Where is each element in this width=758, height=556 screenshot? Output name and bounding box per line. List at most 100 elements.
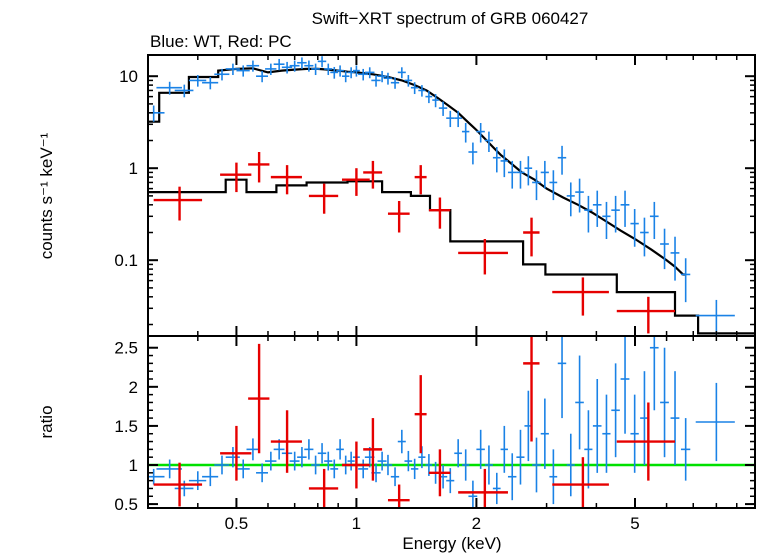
top-wt-point <box>425 91 433 104</box>
bottom-pc-point <box>220 425 252 481</box>
top-wt-point <box>540 160 549 189</box>
bottom-pc-point <box>523 336 540 442</box>
top-wt-point <box>383 72 393 85</box>
x-tick-label: 0.5 <box>225 514 249 533</box>
top-wt-point <box>507 160 517 189</box>
top-wt-point <box>336 65 344 77</box>
bottom-wt-point <box>484 445 493 485</box>
top-wt-point <box>352 65 360 77</box>
top-wt-point <box>265 63 277 76</box>
top-wt-point <box>324 63 333 76</box>
top-wt-point <box>364 67 375 79</box>
bottom-y-tick-label: 1 <box>129 456 138 475</box>
top-pc-point <box>387 201 410 233</box>
bottom-wt-point <box>410 458 419 480</box>
bottom-wt-point <box>649 336 659 411</box>
bottom-wt-point <box>492 472 501 505</box>
top-wt-point <box>397 67 406 79</box>
bottom-wt-point <box>188 471 207 491</box>
top-wt-point <box>236 65 250 77</box>
top-wt-point <box>188 75 207 87</box>
x-tick-label: 5 <box>630 514 639 533</box>
bottom-wt-point <box>336 439 344 460</box>
bottom-wt-point <box>297 447 307 468</box>
bottom-wt-point <box>549 449 558 505</box>
bottom-wt-point <box>289 451 300 471</box>
top-panel: 10 1 0.1 <box>114 54 756 337</box>
bottom-panel: 0.5 1 2 5 0.5 1 1.5 2 2.5 <box>114 335 756 533</box>
bottom-wt-point <box>156 459 182 479</box>
top-wt-point <box>524 156 533 186</box>
top-wt-point <box>620 190 630 227</box>
bottom-wt-point <box>317 443 327 464</box>
bottom-wt-point <box>404 450 413 472</box>
bottom-pc-point <box>248 343 270 454</box>
top-pc-point <box>523 217 540 257</box>
bottom-pc-point <box>414 375 427 454</box>
top-wt-point <box>304 60 314 72</box>
bottom-y-tick-label: 1.5 <box>114 417 138 436</box>
top-wt-point <box>418 85 426 97</box>
top-wt-point <box>256 70 268 83</box>
top-wt-point <box>297 57 307 69</box>
top-pc-point <box>616 296 676 334</box>
top-wt-point <box>174 84 194 98</box>
top-wt-point <box>317 56 327 68</box>
top-pc-point <box>308 183 339 214</box>
bottom-pc-point <box>153 462 203 507</box>
bottom-wt-point <box>670 371 680 465</box>
bottom-pc-point <box>616 402 676 481</box>
top-wt-point <box>432 94 439 108</box>
top-pc-point <box>341 168 370 196</box>
bottom-panel-frame <box>147 335 756 509</box>
top-wt-point <box>289 60 300 72</box>
bottom-wt-point <box>584 410 593 489</box>
top-wt-point <box>640 217 649 257</box>
top-wt-point <box>611 195 620 233</box>
top-wt-point <box>438 101 448 116</box>
bottom-wt-point <box>540 398 549 469</box>
bottom-wt-point <box>468 480 478 508</box>
bottom-pc-point <box>363 418 383 481</box>
bottom-wt-point <box>377 451 387 471</box>
model-pc-step-line <box>148 178 755 335</box>
top-y-tick-label: 10 <box>119 67 138 86</box>
model-wt-line <box>148 67 686 276</box>
bottom-wt-point <box>383 454 393 476</box>
bottom-wt-point <box>461 449 470 481</box>
x-axis-label: Energy (keV) <box>402 534 501 553</box>
bottom-wt-point <box>347 451 355 471</box>
bottom-wt-point <box>476 429 485 469</box>
bottom-pc-point <box>308 468 339 508</box>
top-wt-point <box>347 67 355 79</box>
bottom-wt-point <box>246 438 260 461</box>
bottom-wt-point <box>454 439 462 468</box>
top-pc-point <box>153 186 203 221</box>
chart-title: Swift−XRT spectrum of GRB 060427 <box>312 9 589 28</box>
bottom-pc-point <box>270 410 302 473</box>
top-wt-point <box>492 146 501 173</box>
top-wt-point <box>602 201 611 239</box>
top-wt-point <box>630 209 639 247</box>
bottom-wt-point <box>660 347 669 458</box>
top-wt-point <box>660 228 669 270</box>
top-wt-point <box>371 75 381 87</box>
top-wt-point <box>670 236 680 281</box>
top-wt-point <box>410 82 419 95</box>
top-wt-point <box>311 63 320 76</box>
bottom-wt-point <box>611 363 620 458</box>
top-wt-point <box>476 122 485 143</box>
bottom-wt-point <box>532 437 541 493</box>
top-pc-point <box>458 238 508 275</box>
bottom-wt-point <box>330 459 339 479</box>
top-wt-point <box>214 68 230 81</box>
bottom-wt-point <box>592 379 602 473</box>
top-pc-point <box>363 160 383 189</box>
bottom-pc-point <box>341 441 370 489</box>
top-wt-point <box>148 105 165 122</box>
top-wt-point <box>484 131 493 153</box>
top-wt-point <box>516 160 525 189</box>
bottom-y-tick-label: 0.5 <box>114 495 138 514</box>
top-panel-frame <box>147 54 756 337</box>
